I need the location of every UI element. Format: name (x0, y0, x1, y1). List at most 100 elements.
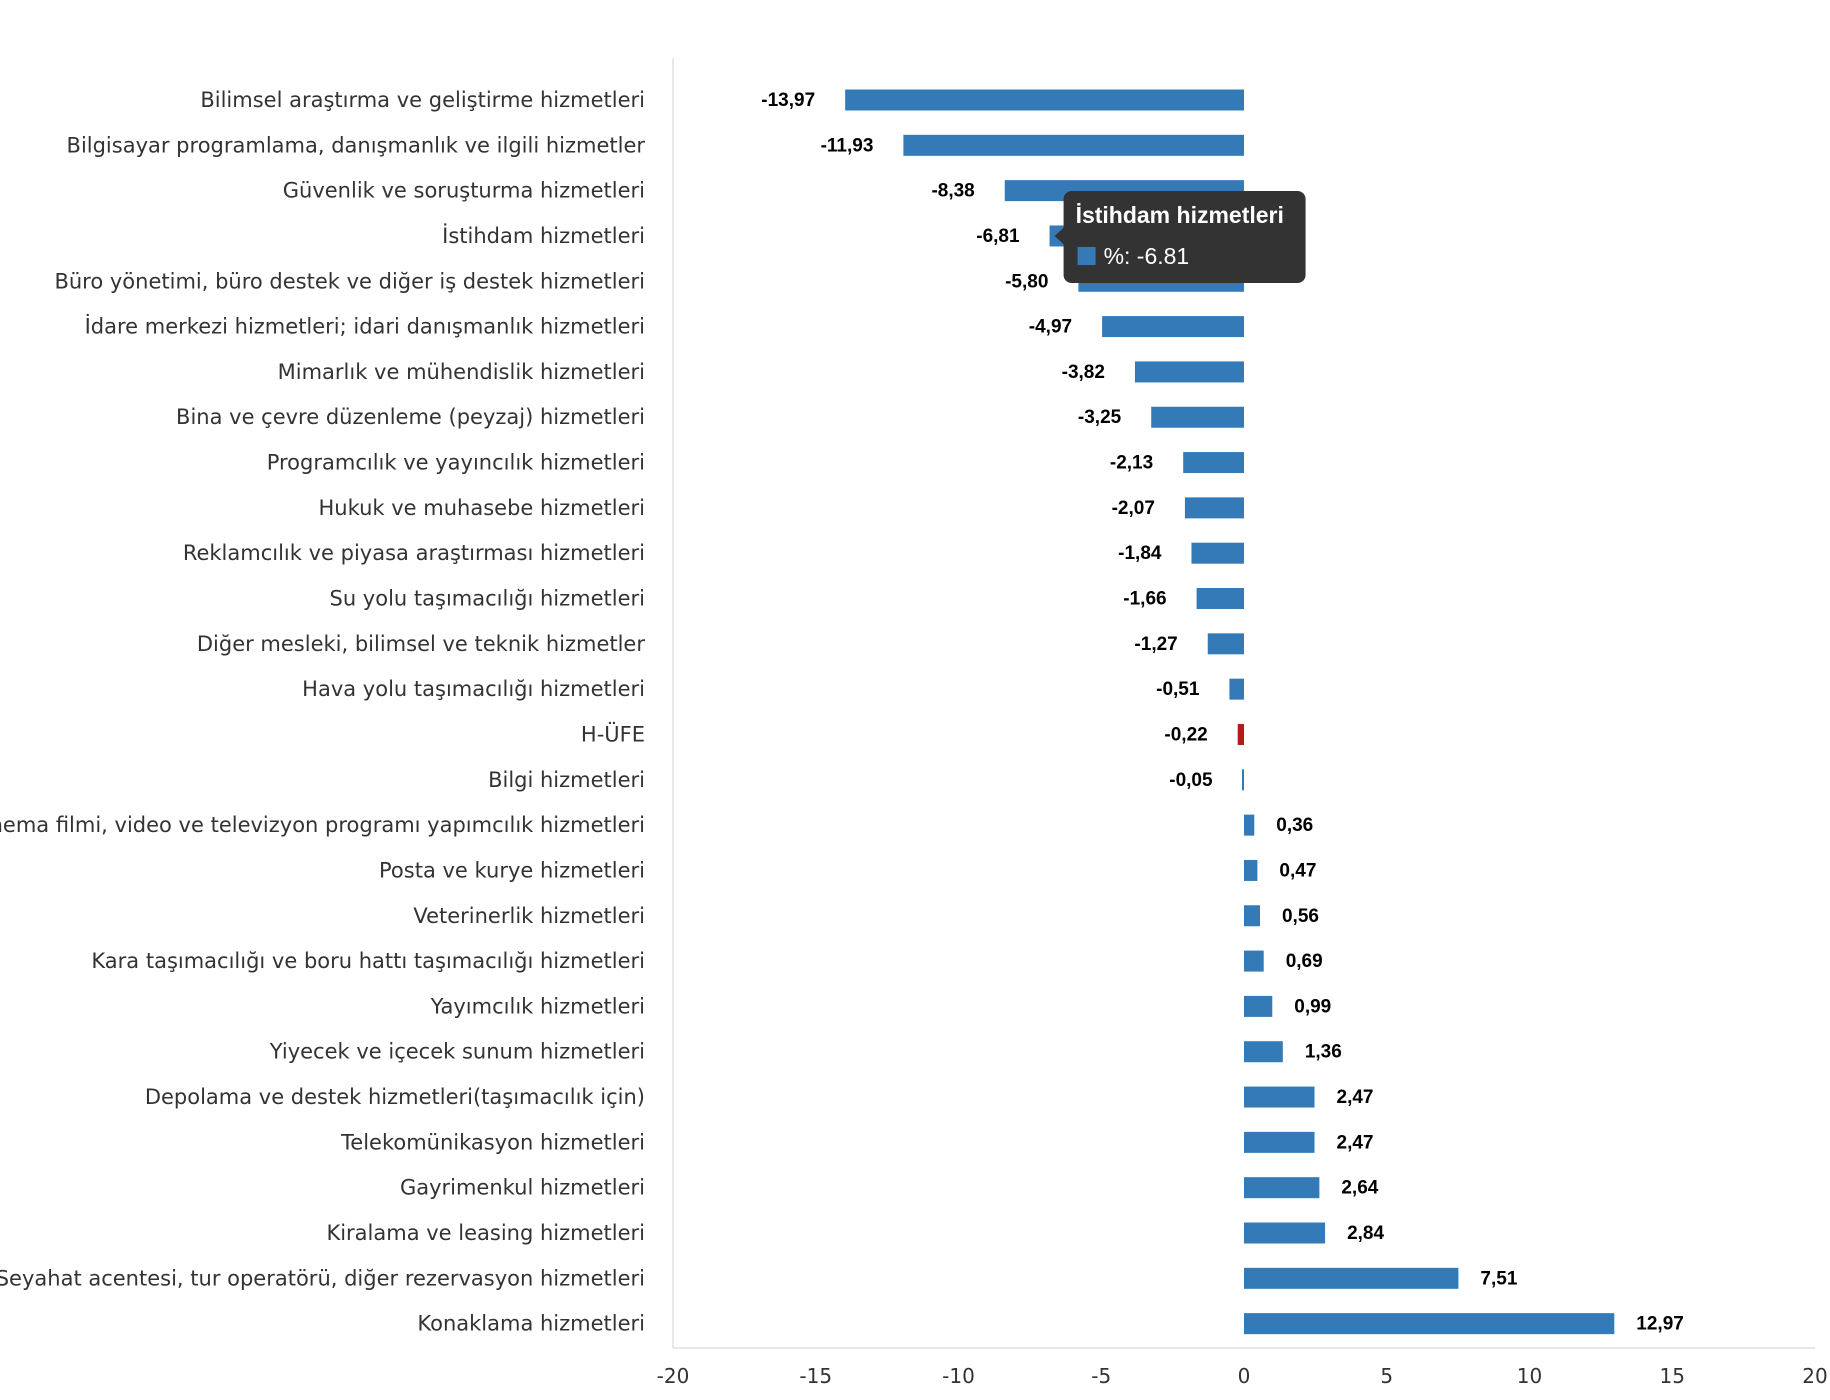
bar[interactable] (1229, 678, 1244, 700)
data-label: -3,82 (1062, 362, 1105, 383)
data-label: -1,66 (1123, 589, 1166, 610)
data-label: -0,22 (1164, 724, 1207, 745)
bar[interactable] (1244, 995, 1273, 1017)
data-label: 2,47 (1337, 1087, 1374, 1108)
category-label: Güvenlik ve soruşturma hizmetleri (283, 179, 645, 203)
category-label: Gayrimenkul hizmetleri (400, 1176, 645, 1200)
data-label: -11,93 (821, 135, 874, 156)
category-label: Bilimsel araştırma ve geliştirme hizmetl… (200, 88, 645, 112)
data-label: -2,07 (1112, 498, 1155, 519)
x-tick-label: 0 (1238, 1364, 1251, 1388)
tooltip-value: %: -6.81 (1104, 243, 1190, 269)
x-tick-label: 15 (1660, 1364, 1685, 1388)
category-label: Kiralama ve leasing hizmetleri (326, 1221, 645, 1245)
x-tick-label: -15 (799, 1364, 832, 1388)
bar[interactable] (1244, 1041, 1283, 1063)
bar[interactable] (1244, 1131, 1315, 1153)
category-label: Konaklama hizmetleri (417, 1312, 645, 1336)
category-label: Bilgi hizmetleri (488, 768, 645, 792)
data-label: 0,36 (1276, 815, 1313, 836)
axes: -20 -15 -10 -5 0 5 10 15 20 (657, 58, 1828, 1388)
bar[interactable] (1244, 1267, 1459, 1289)
data-label: -5,80 (1005, 271, 1048, 292)
data-label: 7,51 (1480, 1268, 1517, 1289)
bar[interactable] (1244, 950, 1264, 972)
bar[interactable] (1237, 723, 1244, 745)
category-label: Kara taşımacılığı ve boru hattı taşımacı… (91, 949, 645, 973)
bar[interactable] (1244, 1177, 1320, 1199)
category-label: Programcılık ve yayıncılık hizmetleri (267, 451, 645, 475)
bar[interactable] (1244, 859, 1258, 881)
bar[interactable] (1207, 633, 1244, 655)
bar[interactable] (1244, 814, 1255, 836)
tooltip-pointer (1054, 226, 1065, 245)
bar[interactable] (1244, 1313, 1615, 1335)
category-label: İstihdam hizmetleri (442, 223, 645, 248)
tooltip-swatch (1077, 247, 1096, 265)
category-label: Sinema filmi, video ve televizyon progra… (0, 813, 645, 837)
category-label: Posta ve kurye hizmetleri (379, 858, 645, 882)
data-label: 0,47 (1279, 860, 1316, 881)
category-label: Yayımcılık hizmetleri (430, 994, 645, 1018)
category-label: Veterinerlik hizmetleri (413, 904, 645, 928)
category-label: Mimarlık ve mühendislik hizmetleri (278, 360, 645, 384)
category-label: Hukuk ve muhasebe hizmetleri (318, 496, 645, 520)
tooltip: İstihdam hizmetleri %: -6.81 (1054, 191, 1306, 283)
x-tick-label: 20 (1802, 1364, 1827, 1388)
category-label: Bilgisayar programlama, danışmanlık ve i… (67, 133, 646, 157)
bar[interactable] (1244, 1086, 1315, 1108)
data-label: -0,05 (1169, 770, 1213, 791)
bar[interactable] (1242, 769, 1244, 791)
data-label: -1,84 (1118, 543, 1162, 564)
data-label: 0,69 (1286, 951, 1323, 972)
category-label: Diğer mesleki, bilimsel ve teknik hizmet… (197, 632, 645, 656)
labels-layer: Bilimsel araştırma ve geliştirme hizmetl… (0, 88, 1684, 1336)
category-label: H-ÜFE (581, 721, 645, 746)
x-tick-label: 5 (1380, 1364, 1393, 1388)
data-label: 2,64 (1341, 1178, 1378, 1199)
category-label: Seyahat acentesi, tur operatörü, diğer r… (0, 1266, 645, 1290)
data-label: -8,38 (931, 181, 974, 202)
bar[interactable] (1102, 316, 1244, 338)
data-label: -13,97 (761, 90, 815, 111)
bar[interactable] (1244, 905, 1260, 927)
data-label: -3,25 (1078, 407, 1122, 428)
bar[interactable] (1244, 1222, 1326, 1244)
bar[interactable] (1151, 406, 1244, 428)
data-label: -1,27 (1134, 634, 1177, 655)
x-tick-label: -5 (1091, 1364, 1111, 1388)
bar[interactable] (1184, 497, 1244, 519)
category-label: Yiyecek ve içecek sunum hizmetleri (269, 1040, 645, 1064)
bar[interactable] (845, 89, 1244, 111)
category-label: Telekomünikasyon hizmetleri (340, 1130, 645, 1154)
data-label: 12,97 (1636, 1314, 1684, 1335)
data-label: 2,84 (1347, 1223, 1384, 1244)
category-label: Bina ve çevre düzenleme (peyzaj) hizmetl… (176, 405, 645, 429)
bar[interactable] (1191, 542, 1244, 564)
data-label: 2,47 (1337, 1132, 1374, 1153)
bar[interactable] (1134, 361, 1244, 383)
x-tick-label: -20 (657, 1364, 690, 1388)
category-label: Reklamcılık ve piyasa araştırması hizmet… (183, 541, 645, 565)
data-label: 0,99 (1294, 996, 1331, 1017)
data-label: -4,97 (1029, 317, 1072, 338)
data-label: -2,13 (1110, 453, 1153, 474)
category-label: Büro yönetimi, büro destek ve diğer iş d… (54, 269, 645, 293)
bar[interactable] (1196, 588, 1244, 610)
x-tick-label: -10 (942, 1364, 975, 1388)
category-label: Hava yolu taşımacılığı hizmetleri (302, 677, 645, 701)
data-label: 0,56 (1282, 906, 1319, 927)
tooltip-title: İstihdam hizmetleri (1076, 202, 1284, 228)
tooltip-box (1063, 191, 1306, 283)
category-label: Su yolu taşımacılığı hizmetleri (329, 587, 645, 611)
category-label: İdare merkezi hizmetleri; idari danışman… (85, 314, 645, 339)
category-label: Depolama ve destek hizmetleri(taşımacılı… (145, 1085, 645, 1109)
bar[interactable] (903, 134, 1244, 156)
x-tick-label: 10 (1517, 1364, 1542, 1388)
data-label: -6,81 (976, 226, 1020, 247)
data-label: -0,51 (1156, 679, 1200, 700)
data-label: 1,36 (1305, 1042, 1342, 1063)
bar[interactable] (1183, 452, 1244, 474)
